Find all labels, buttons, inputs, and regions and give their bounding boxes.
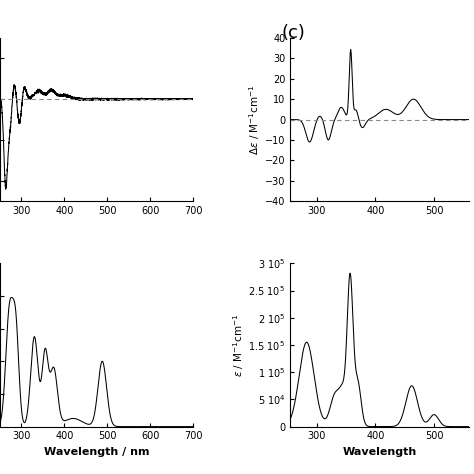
Text: (c): (c) <box>282 24 306 42</box>
Y-axis label: $\varepsilon$ / M$^{-1}$cm$^{-1}$: $\varepsilon$ / M$^{-1}$cm$^{-1}$ <box>231 313 246 377</box>
X-axis label: Wavelength: Wavelength <box>343 447 417 457</box>
X-axis label: Wavelength / nm: Wavelength / nm <box>44 447 149 457</box>
Y-axis label: $\Delta\varepsilon$ / M$^{-1}$cm$^{-1}$: $\Delta\varepsilon$ / M$^{-1}$cm$^{-1}$ <box>247 84 262 155</box>
